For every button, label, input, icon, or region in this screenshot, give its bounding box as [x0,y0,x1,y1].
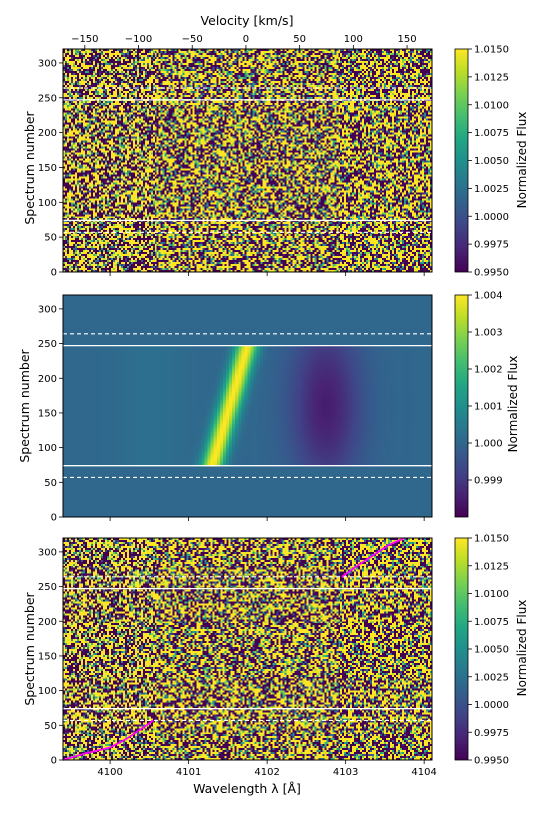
y-tick-label: 200 [38,617,57,628]
y-tick-label: 150 [38,163,57,174]
y-tick-label: 100 [38,443,57,454]
y-tick-label: 300 [38,304,57,315]
heatmap-middle [63,295,432,517]
plot-frame-bottom [62,537,433,761]
y-tick-label: 300 [38,547,57,558]
top-tick-label: −100 [125,34,152,45]
heatmap-top [63,49,432,272]
colorbar-tick-label: 1.002 [474,365,503,376]
top-tick-label: 50 [293,34,306,45]
colorbar-tick-label: 0.9950 [474,756,509,767]
colorbar-tick-label: 1.0150 [474,45,509,56]
colorbar-tick-label: 0.999 [474,476,503,487]
x-tick-label: 4102 [254,767,279,778]
colorbar-tick-label: 1.0075 [474,128,509,139]
y-tick-label: 50 [44,233,57,244]
y-tick-label: 0 [51,756,57,767]
top-tick-label: 100 [344,34,363,45]
colorbar-tick-label: 1.0125 [474,561,509,572]
y-tick-label: 250 [38,582,57,593]
y-tick-label: 100 [38,686,57,697]
colorbar-middle [455,295,468,517]
y-tick-label: 250 [38,339,57,350]
panel-middle: 0 50 100 150 200 250 300 0.999 1.000 1.001 1.002 1.… [38,291,503,524]
colorbar-tick-label: 1.0025 [474,184,509,195]
plot-frame-top [62,48,433,273]
colorbar-label-top: Normalized Flux [515,112,529,209]
top-tick-label: −50 [182,34,203,45]
top-tick-label: 0 [243,34,249,45]
colorbar-top [455,49,468,272]
y-tick-label: 0 [51,513,57,524]
top-axis-label: Velocity [km/s] [201,13,294,28]
colorbar-label-middle: Normalized Flux [506,356,520,453]
colorbar-tick-label: 1.0000 [474,700,509,711]
y-tick-label: 50 [44,478,57,489]
plot-frame-middle [62,294,433,518]
colorbar-tick-label: 1.0100 [474,100,509,111]
magenta-trace [62,719,154,761]
colorbar-tick-label: 1.0025 [474,672,509,683]
panel-bottom: 0 50 100 150 200 250 300 4100 4101 4102 4103 4104 0.… [38,534,509,779]
colorbar-tick-label: 1.003 [474,328,503,339]
top-tick-label: −150 [71,34,98,45]
colorbar-tick-label: 0.9950 [474,268,509,279]
y-axis-label-top: Spectrum number [22,110,37,224]
heatmap-bottom [63,538,432,760]
colorbar-tick-label: 1.0000 [474,212,509,223]
y-tick-label: 100 [38,198,57,209]
y-tick-label: 150 [38,651,57,662]
x-tick-label: 4100 [97,767,122,778]
colorbar-tick-label: 1.004 [474,291,503,302]
chart-panels: 0 50 100 150 200 250 300 −150 −100 −50 0 50 100 150 0.… [38,34,509,778]
y-tick-label: 150 [38,408,57,419]
colorbar-tick-label: 1.0100 [474,589,509,600]
colorbar-tick-label: 0.9975 [474,240,509,251]
y-tick-label: 300 [38,58,57,69]
colorbar-tick-label: 1.0150 [474,534,509,545]
colorbar-tick-label: 0.9975 [474,728,509,739]
y-tick-label: 200 [38,374,57,385]
y-axis-label-bottom: Spectrum number [22,591,37,705]
colorbar-tick-label: 1.0075 [474,617,509,628]
colorbar-bottom [455,538,468,760]
x-tick-label: 4103 [333,767,358,778]
x-tick-label: 4101 [176,767,201,778]
y-axis-label-middle: Spectrum number [17,348,32,462]
y-tick-label: 0 [51,268,57,279]
y-tick-label: 50 [44,721,57,732]
colorbar-tick-label: 1.0125 [474,72,509,83]
colorbar-tick-label: 1.0050 [474,645,509,656]
colorbar-tick-label: 1.000 [474,439,503,450]
x-tick-label: 4104 [411,767,436,778]
y-tick-label: 250 [38,93,57,104]
magenta-trace [341,537,405,578]
y-tick-label: 200 [38,128,57,139]
top-tick-label: 150 [398,34,417,45]
panel-top: 0 50 100 150 200 250 300 −150 −100 −50 0 50 100 150 0.… [38,34,509,279]
colorbar-tick-label: 1.0050 [474,156,509,167]
colorbar-tick-label: 1.001 [474,402,503,413]
x-axis-label: Wavelength λ [Å] [193,781,301,796]
colorbar-label-bottom: Normalized Flux [515,600,529,697]
